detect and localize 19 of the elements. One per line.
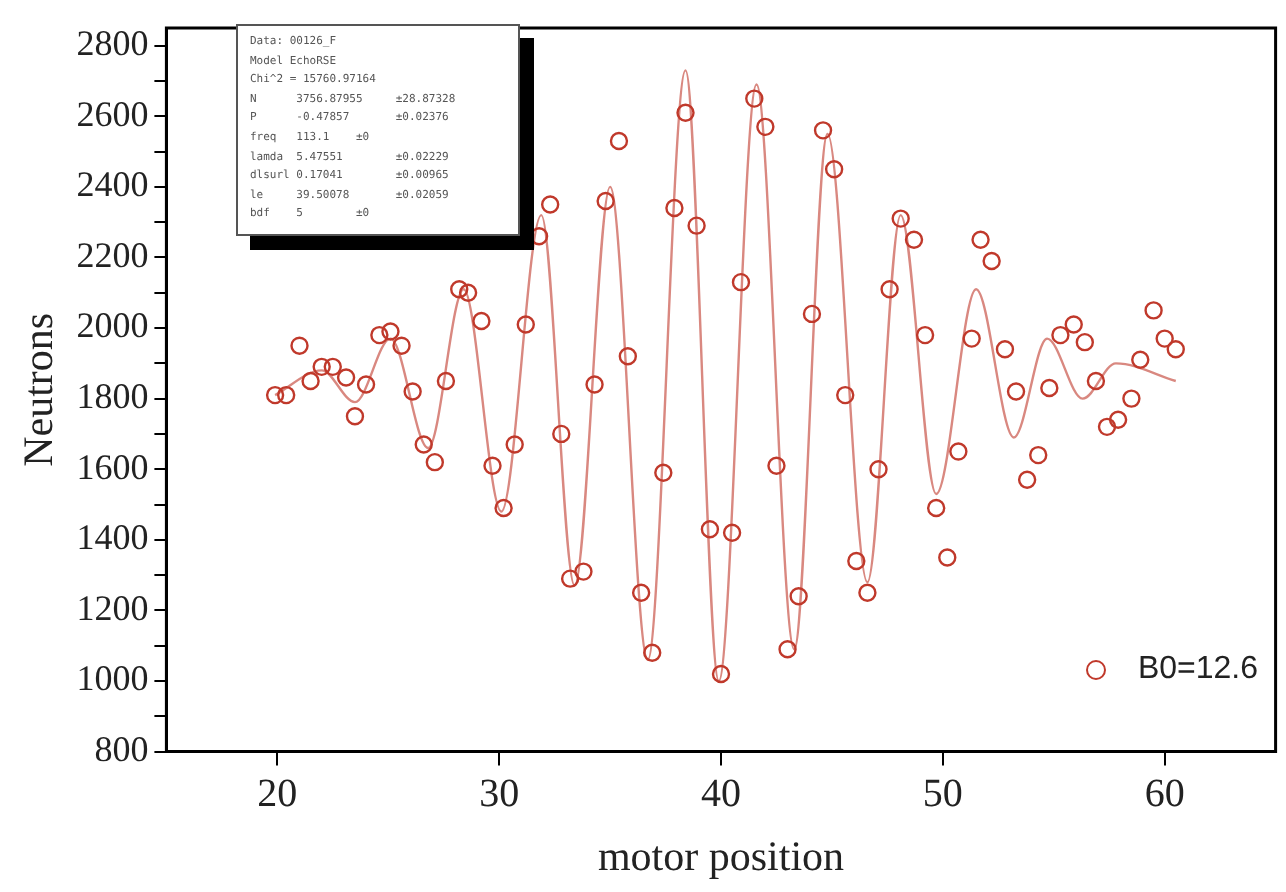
x-tick-label: 20 xyxy=(257,772,298,817)
y-axis-title: Neutrons xyxy=(14,312,63,467)
x-tick-label: 60 xyxy=(1144,772,1185,817)
y-tick-label: 2200 xyxy=(76,234,149,275)
y-tick-label: 800 xyxy=(94,729,149,770)
y-tick-label: 2400 xyxy=(76,164,149,205)
y-tick-label: 1200 xyxy=(76,587,149,628)
legend-label: B0=12.6 xyxy=(1137,652,1258,688)
x-tick-label: 30 xyxy=(479,772,520,817)
y-tick-label: 1400 xyxy=(76,517,149,558)
y-tick-label: 1000 xyxy=(76,658,149,699)
x-axis-title: motor position xyxy=(597,831,846,880)
y-tick-label: 1800 xyxy=(76,376,149,417)
y-tick-label: 2600 xyxy=(76,93,149,134)
y-tick-label: 2000 xyxy=(76,305,149,346)
y-tick-label: 1600 xyxy=(76,446,149,487)
x-tick-label: 50 xyxy=(922,772,963,817)
x-tick-label: 40 xyxy=(701,772,741,817)
y-tick-label: 2800 xyxy=(76,23,149,64)
